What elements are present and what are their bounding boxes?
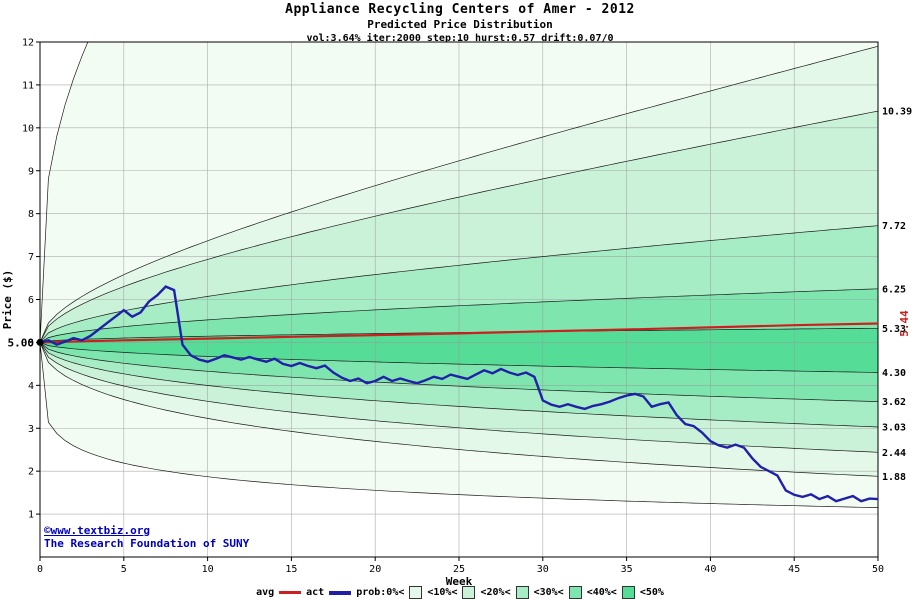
legend-band-swatch [568, 586, 582, 599]
boundary-end-label: 6.25 [882, 284, 906, 295]
textbiz-link[interactable]: ©www.textbiz.org [44, 524, 150, 537]
fan-boundary-line [40, 342, 878, 428]
x-tick-label: 0 [37, 564, 43, 575]
x-axis-label: Week [446, 575, 473, 588]
y-tick-label: 6 [28, 295, 34, 306]
legend-act-label: act [306, 587, 325, 598]
legend-band-swatch [515, 586, 529, 599]
fan-boundary-line [40, 110, 878, 343]
chart-subtitle: Predicted Price Distribution [367, 18, 553, 31]
x-tick-label: 35 [621, 564, 633, 575]
x-tick-label: 10 [202, 564, 214, 575]
y-tick-label: 11 [22, 80, 34, 91]
boundary-end-label: 5.33 [882, 324, 906, 335]
y-tick-label: 5 [28, 338, 34, 349]
avg-line [39, 322, 879, 344]
legend-band-label: <10%< [427, 587, 458, 598]
y-tick-label: 9 [28, 166, 34, 177]
x-tick-label: 25 [453, 564, 465, 575]
legend-band-label: <20%< [480, 587, 511, 598]
legend-band-label: <40%< [586, 587, 617, 598]
x-tick-label: 30 [537, 564, 549, 575]
chart-header: Appliance Recycling Centers of Amer - 20… [0, 2, 920, 44]
x-tick-label: 15 [285, 564, 297, 575]
y-tick-label: 1 [28, 510, 34, 521]
fan-band [40, 342, 878, 508]
fan-boundary-line [40, 342, 878, 402]
start-point [36, 338, 44, 346]
boundary-end-label: 4.30 [882, 368, 906, 379]
legend-band-label: <50% [639, 587, 664, 598]
fan-boundary-line [40, 342, 878, 373]
legend-band-swatch [409, 586, 423, 599]
boundary-end-label: 2.44 [882, 448, 906, 459]
x-tick-label: 20 [369, 564, 381, 575]
legend-prob-label: prob:0%< [356, 587, 405, 598]
legend-avg-label: avg [256, 587, 275, 598]
legend-band-label: <30%< [533, 587, 564, 598]
x-tick-label: 45 [788, 564, 800, 575]
legend-band-swatch [621, 586, 635, 599]
legend: avg act prob:0%< <10%< <20%< <30%< <40%< <50% [0, 586, 920, 599]
x-tick-label: 40 [704, 564, 716, 575]
start-price-label: 5.00 [8, 336, 35, 349]
boundary-end-label: 1.88 [882, 472, 906, 483]
boundary-end-label: 3.03 [882, 422, 906, 433]
legend-band-swatch [462, 586, 476, 599]
x-tick-label: 5 [121, 564, 127, 575]
y-tick-label: 2 [28, 467, 34, 478]
chart-title: Appliance Recycling Centers of Amer - 20… [285, 2, 635, 17]
org-credit: The Research Foundation of SUNY [44, 537, 250, 550]
fan-boundary-line [40, 342, 878, 477]
x-tick-label: 50 [872, 564, 884, 575]
boundary-end-label: 3.62 [882, 397, 906, 408]
y-tick-label: 3 [28, 424, 34, 435]
fan-boundary-line [40, 225, 878, 343]
legend-act-line-swatch [329, 590, 352, 595]
fan-band [40, 342, 878, 453]
chart-params: vol:3.64% iter:2000 step:10 hurst:0.57 d… [306, 33, 614, 44]
act-line [39, 285, 879, 503]
fan-band [40, 342, 878, 477]
fan-boundary-lines [40, 42, 878, 508]
y-tick-label: 8 [28, 209, 34, 220]
fan-band [40, 42, 878, 343]
boundary-end-label: 10.39 [882, 107, 912, 118]
y-axis-label: Price ($) [1, 270, 14, 330]
fan-boundary-line [40, 45, 878, 343]
fan-boundary-line [40, 342, 878, 508]
copyright-block: ©www.textbiz.org The Research Foundation… [44, 524, 249, 550]
avg-end-label: 5.44 [898, 310, 911, 337]
y-tick-label: 12 [22, 38, 34, 49]
legend-avg-line-swatch [279, 591, 302, 594]
fan-band [40, 342, 878, 427]
y-tick-label: 10 [22, 123, 34, 134]
boundary-end-label: 7.72 [882, 221, 906, 232]
y-tick-label: 4 [28, 381, 34, 392]
y-tick-label: 7 [28, 252, 34, 263]
